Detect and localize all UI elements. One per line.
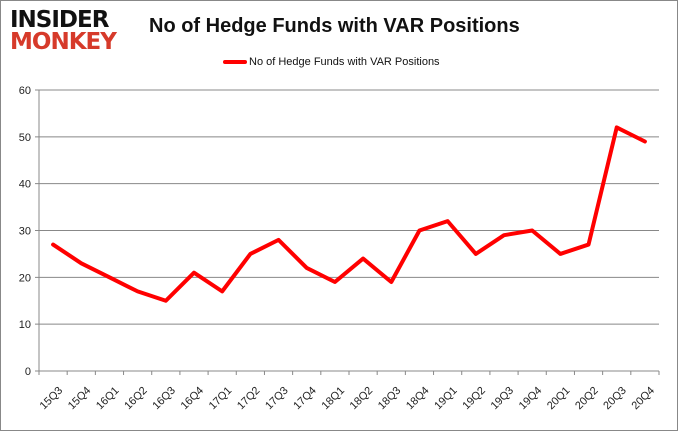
- x-tick-label: 18Q2: [348, 385, 376, 413]
- legend: No of Hedge Funds with VAR Positions: [223, 56, 440, 68]
- y-tick-label: 50: [19, 132, 31, 144]
- x-tick-label: 19Q1: [432, 385, 460, 413]
- series-line: [51, 125, 647, 303]
- x-tick-label: 19Q3: [489, 385, 517, 413]
- data-point: [334, 281, 336, 283]
- x-tick-label: 20Q3: [601, 385, 629, 413]
- data-point: [52, 244, 54, 246]
- data-point: [616, 126, 618, 128]
- y-tick-label: 30: [19, 226, 31, 238]
- data-point: [644, 141, 646, 143]
- data-point: [278, 239, 280, 241]
- data-point: [559, 253, 561, 255]
- x-tick-label: 20Q4: [630, 385, 658, 413]
- x-tick-label: 17Q1: [207, 385, 235, 413]
- chart-title: No of Hedge Funds with VAR Positions: [149, 15, 520, 37]
- x-tick-label: 19Q2: [460, 385, 488, 413]
- x-tick-label: 17Q2: [235, 385, 263, 413]
- logo-line1: INSIDER: [10, 7, 109, 33]
- x-tick-label: 15Q3: [38, 385, 66, 413]
- legend-label: No of Hedge Funds with VAR Positions: [249, 56, 440, 68]
- data-point: [306, 267, 308, 269]
- x-tick-label: 18Q3: [376, 385, 404, 413]
- x-tick-label: 16Q2: [122, 385, 150, 413]
- data-point: [221, 290, 223, 292]
- data-point: [475, 253, 477, 255]
- x-tick-label: 19Q4: [517, 385, 545, 413]
- x-tick-label: 17Q4: [291, 385, 319, 413]
- x-tick-label: 20Q1: [545, 385, 573, 413]
- data-point: [362, 258, 364, 260]
- legend-swatch: [223, 60, 247, 64]
- data-point: [588, 244, 590, 246]
- insider-monkey-logo: INSIDER MONKEY: [10, 7, 117, 55]
- data-point: [447, 220, 449, 222]
- data-point: [165, 300, 167, 302]
- y-tick-label: 20: [19, 272, 31, 284]
- x-tick-label: 20Q2: [573, 385, 601, 413]
- data-point: [108, 276, 110, 278]
- x-tick-label: 16Q4: [179, 385, 207, 413]
- y-tick-label: 10: [19, 319, 31, 331]
- data-point: [249, 253, 251, 255]
- x-tick-label: 16Q1: [94, 385, 122, 413]
- data-point: [503, 234, 505, 236]
- data-point: [531, 230, 533, 231]
- y-tick-label: 60: [19, 85, 31, 97]
- x-tick-label: 16Q3: [150, 385, 178, 413]
- logo-line2: MONKEY: [10, 29, 117, 55]
- data-point: [193, 272, 195, 274]
- y-tick-label: 0: [25, 366, 31, 378]
- x-tick-label: 18Q1: [320, 385, 348, 413]
- data-point: [137, 290, 139, 292]
- x-tick-label: 18Q4: [404, 385, 432, 413]
- x-tick-label: 15Q4: [66, 385, 94, 413]
- x-tick-label: 17Q3: [263, 385, 291, 413]
- data-point: [80, 262, 82, 264]
- data-point: [418, 230, 420, 231]
- data-point: [390, 281, 392, 283]
- y-tick-label: 40: [19, 179, 31, 191]
